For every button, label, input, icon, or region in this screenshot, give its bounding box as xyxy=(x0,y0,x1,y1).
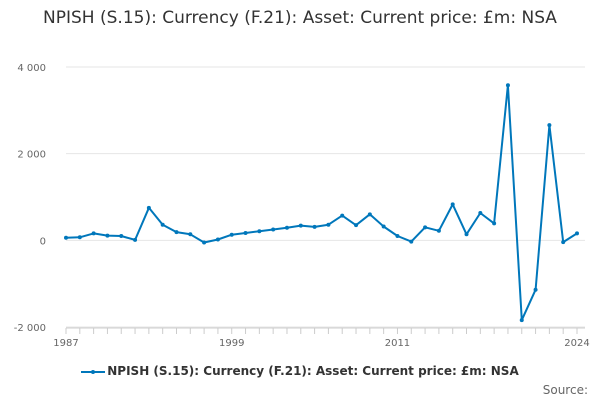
data-point[interactable] xyxy=(133,237,138,242)
data-point[interactable] xyxy=(381,224,386,229)
x-tick-label: 2024 xyxy=(564,338,589,349)
data-point[interactable] xyxy=(188,232,193,237)
legend-label: NPISH (S.15): Currency (F.21): Asset: Cu… xyxy=(107,364,519,378)
data-point[interactable] xyxy=(561,240,566,245)
data-point[interactable] xyxy=(257,229,262,234)
y-tick-label: 4 000 xyxy=(17,63,46,74)
data-point[interactable] xyxy=(547,123,552,128)
data-point[interactable] xyxy=(215,237,220,242)
series-line xyxy=(65,84,578,322)
source-label: Source: xyxy=(542,383,588,397)
legend-item[interactable]: NPISH (S.15): Currency (F.21): Asset: Cu… xyxy=(0,364,600,378)
data-point[interactable] xyxy=(519,318,524,323)
data-point[interactable] xyxy=(450,202,455,207)
data-point[interactable] xyxy=(423,225,428,230)
data-point[interactable] xyxy=(64,235,68,240)
data-point[interactable] xyxy=(575,231,579,236)
data-point[interactable] xyxy=(492,221,497,226)
x-axis: 1987 1999 2011 2024 xyxy=(53,327,590,349)
data-point[interactable] xyxy=(271,227,276,232)
data-point[interactable] xyxy=(409,239,414,244)
y-tick-label: -2 000 xyxy=(14,323,46,334)
data-point[interactable] xyxy=(436,228,441,233)
data-point[interactable] xyxy=(326,222,331,227)
data-point[interactable] xyxy=(340,213,345,218)
y-tick-label: 2 000 xyxy=(17,150,46,161)
gridlines xyxy=(66,66,585,328)
data-point[interactable] xyxy=(478,211,483,216)
chart-title: NPISH (S.15): Currency (F.21): Asset: Cu… xyxy=(43,8,557,28)
data-point[interactable] xyxy=(105,233,110,238)
data-point[interactable] xyxy=(202,240,207,245)
data-point[interactable] xyxy=(146,205,151,210)
y-tick-label: 0 xyxy=(40,236,46,247)
data-point[interactable] xyxy=(367,212,372,217)
data-point[interactable] xyxy=(243,230,248,235)
data-point[interactable] xyxy=(77,235,82,240)
data-point[interactable] xyxy=(174,230,179,235)
y-axis: 4 000 2 000 0 -2 000 xyxy=(14,63,46,334)
data-point[interactable] xyxy=(284,225,289,230)
data-point[interactable] xyxy=(160,222,165,227)
data-point[interactable] xyxy=(91,231,96,236)
data-point[interactable] xyxy=(464,232,469,237)
x-tick-label: 1987 xyxy=(53,338,78,349)
data-point[interactable] xyxy=(505,83,510,88)
x-tick-label: 2011 xyxy=(385,338,410,349)
data-point[interactable] xyxy=(119,234,124,238)
series-group xyxy=(64,83,579,323)
data-point[interactable] xyxy=(298,223,303,228)
data-point[interactable] xyxy=(395,234,400,238)
data-point[interactable] xyxy=(229,232,234,237)
data-point[interactable] xyxy=(354,223,359,228)
legend-line-icon xyxy=(81,367,106,377)
x-tick-label: 1999 xyxy=(219,338,244,349)
data-point[interactable] xyxy=(312,224,317,229)
data-point[interactable] xyxy=(533,287,538,292)
